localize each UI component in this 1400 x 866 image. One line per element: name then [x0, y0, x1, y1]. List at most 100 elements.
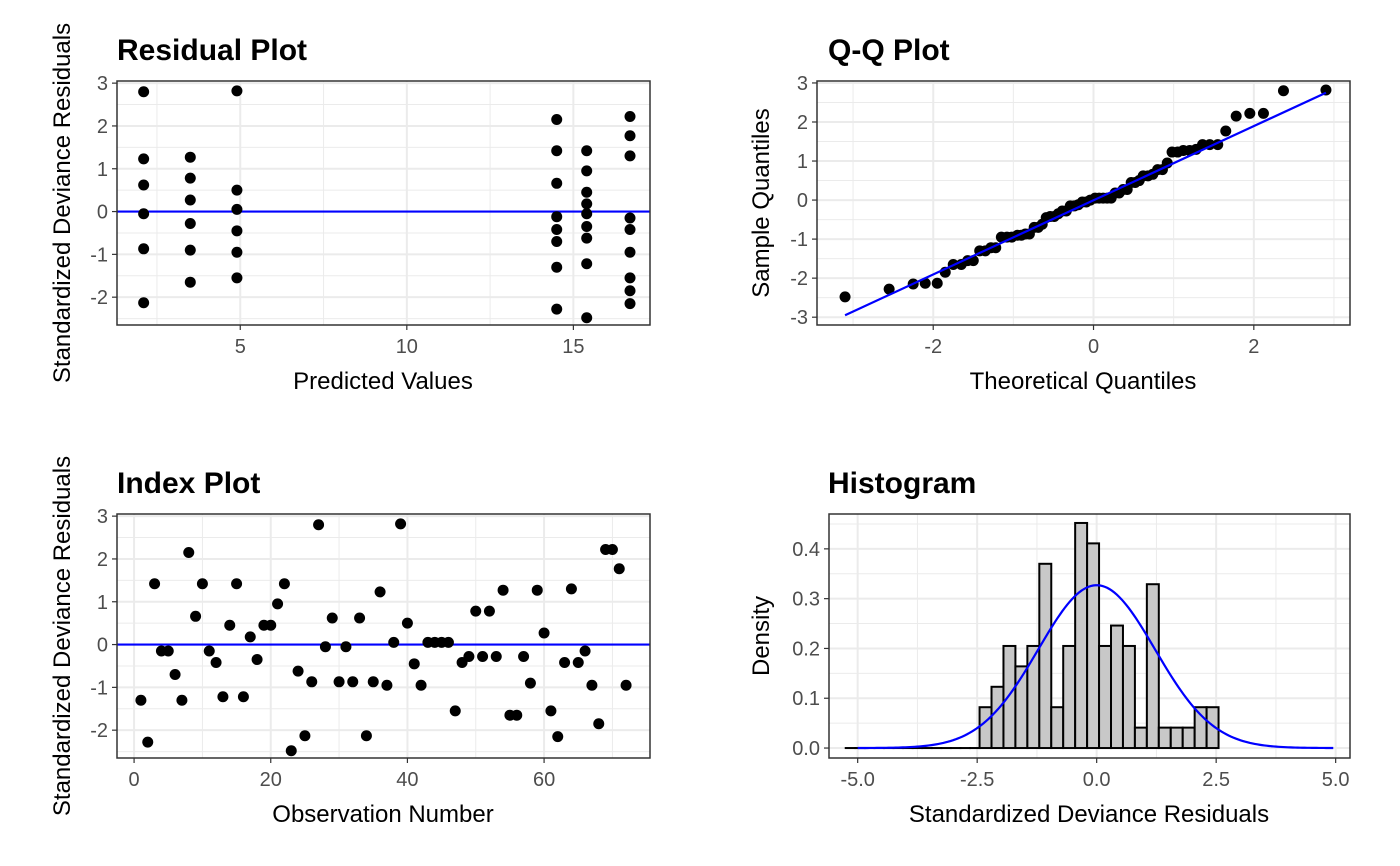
data-point — [183, 547, 195, 559]
histogram-bar — [1026, 644, 1041, 750]
data-point — [477, 651, 489, 663]
data-point — [162, 645, 174, 657]
y-tick-label: 0 — [797, 190, 808, 212]
data-point — [551, 224, 563, 236]
data-point — [624, 298, 636, 310]
y-tick-label: 0.0 — [792, 738, 820, 760]
data-point — [606, 544, 618, 556]
data-point — [169, 669, 181, 681]
x-tick-label: 5.0 — [1322, 769, 1350, 791]
data-point — [581, 186, 593, 198]
data-point — [624, 224, 636, 236]
y-tick-label: -1 — [90, 677, 108, 699]
data-point — [551, 145, 563, 157]
data-point — [347, 676, 359, 688]
data-point — [278, 578, 290, 590]
index-plot-y-axis-title: Standardized Deviance Residuals — [49, 456, 76, 816]
data-point — [1244, 107, 1256, 119]
x-tick-label: 20 — [260, 769, 282, 791]
histogram-bar — [1038, 562, 1053, 750]
data-point — [581, 258, 593, 270]
data-point — [138, 153, 150, 165]
x-tick-label: 15 — [562, 336, 584, 358]
data-point — [579, 645, 591, 657]
residual-plot-panel: Residual Plot 5 10 15 -2 -1 0 1 2 3 Predicted Va… — [49, 23, 651, 395]
y-tick-label: 1 — [97, 159, 108, 181]
data-point — [593, 718, 605, 730]
data-point — [497, 584, 509, 596]
data-point — [581, 145, 593, 157]
data-point — [203, 645, 215, 657]
histogram-bar — [1121, 644, 1136, 750]
data-point — [415, 679, 427, 691]
data-point — [551, 114, 563, 126]
data-point — [340, 641, 352, 653]
residual-plot-x-axis-title: Predicted Values — [293, 368, 473, 395]
data-point — [538, 627, 550, 639]
data-point — [624, 130, 636, 142]
histogram-bar — [1133, 726, 1148, 750]
data-point — [463, 651, 475, 663]
histogram-bars — [844, 521, 1220, 750]
data-point — [354, 612, 366, 624]
index-plot-tick-labels: 0 20 40 60 -2 -1 0 1 2 3 — [90, 506, 555, 791]
data-point — [408, 658, 420, 670]
data-point — [401, 617, 413, 629]
data-point — [333, 676, 345, 688]
data-point — [1277, 85, 1289, 97]
data-point — [931, 277, 943, 289]
data-point — [374, 586, 386, 598]
data-point — [620, 679, 632, 691]
data-point — [138, 243, 150, 255]
data-point — [470, 605, 482, 617]
histogram-normal-curve — [857, 584, 1334, 750]
index-plot-x-axis-title: Observation Number — [272, 801, 493, 828]
data-point — [565, 583, 577, 595]
x-tick-label: 0 — [129, 769, 140, 791]
data-point — [299, 730, 311, 742]
data-point — [313, 519, 325, 531]
histogram-bar — [1050, 706, 1065, 750]
x-tick-label: 60 — [533, 769, 555, 791]
data-point — [138, 86, 150, 98]
data-point — [184, 172, 196, 184]
histogram-bar — [1145, 583, 1160, 750]
data-point — [217, 691, 229, 703]
data-point — [552, 731, 564, 743]
data-point — [559, 657, 571, 669]
data-point — [388, 636, 400, 648]
data-point — [138, 297, 150, 309]
histogram-bar — [1181, 726, 1196, 750]
data-point — [285, 745, 297, 757]
y-tick-label: 0.2 — [792, 638, 820, 660]
data-point — [231, 203, 243, 215]
index-plot-border — [116, 513, 651, 759]
data-point — [1230, 110, 1242, 122]
x-tick-label: 0.0 — [1083, 769, 1111, 791]
y-tick-label: -1 — [790, 229, 808, 251]
qq-plot-y-axis-title: Sample Quantiles — [748, 108, 775, 297]
y-tick-label: 2 — [797, 112, 808, 134]
data-point — [551, 177, 563, 189]
data-point — [551, 211, 563, 223]
data-point — [1257, 107, 1269, 119]
residual-plot-tick-labels: 5 10 15 -2 -1 0 1 2 3 — [90, 73, 584, 358]
data-point — [231, 85, 243, 97]
data-point — [883, 283, 895, 295]
data-point — [360, 730, 372, 742]
data-point — [224, 619, 236, 631]
data-point — [367, 676, 379, 688]
data-point — [1320, 84, 1332, 96]
data-point — [624, 285, 636, 297]
data-point — [142, 736, 154, 748]
data-point — [551, 236, 563, 248]
data-point — [581, 208, 593, 220]
y-tick-label: 2 — [97, 116, 108, 138]
y-tick-label: 0.3 — [792, 589, 820, 611]
data-point — [586, 679, 598, 691]
y-tick-label: 0.4 — [792, 539, 820, 561]
data-point — [581, 312, 593, 324]
histogram-bar — [1110, 624, 1124, 750]
y-tick-label: 3 — [97, 506, 108, 528]
